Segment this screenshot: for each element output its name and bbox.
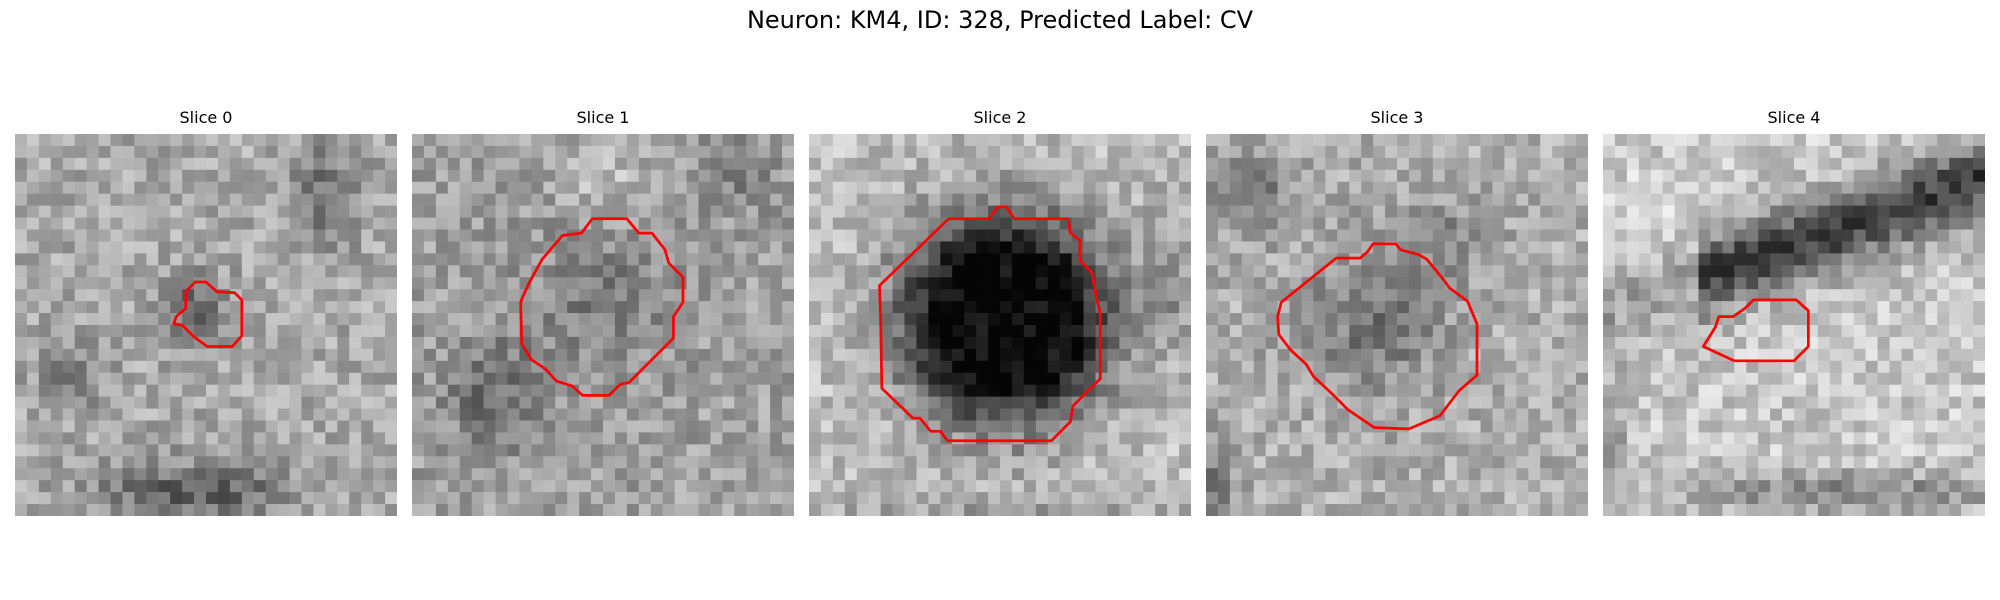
slice-4-image — [1603, 134, 1985, 516]
slice-0-image — [15, 134, 397, 516]
slice-3-title: Slice 3 — [1370, 108, 1424, 127]
slice-4-contour — [1701, 298, 1810, 363]
slice-4-title: Slice 4 — [1767, 108, 1821, 127]
slice-panel-4: Slice 4 — [1603, 108, 1985, 518]
slice-1-title: Slice 1 — [576, 108, 630, 127]
slice-2-contour — [878, 205, 1102, 443]
slice-panel-1: Slice 1 — [412, 108, 794, 518]
slice-3-contour — [1276, 242, 1479, 431]
slice-0-title: Slice 0 — [179, 108, 233, 127]
slice-2-title: Slice 2 — [973, 108, 1027, 127]
slice-0-contour — [172, 280, 244, 348]
slice-panel-0: Slice 0 — [15, 108, 397, 518]
slice-3-image — [1206, 134, 1588, 516]
figure-title: Neuron: KM4, ID: 328, Predicted Label: C… — [746, 6, 1254, 34]
slice-1-contour — [519, 217, 685, 397]
slice-2-image — [809, 134, 1191, 516]
slice-1-image — [412, 134, 794, 516]
slice-panel-2: Slice 2 — [809, 108, 1191, 518]
slice-panel-3: Slice 3 — [1206, 108, 1588, 518]
